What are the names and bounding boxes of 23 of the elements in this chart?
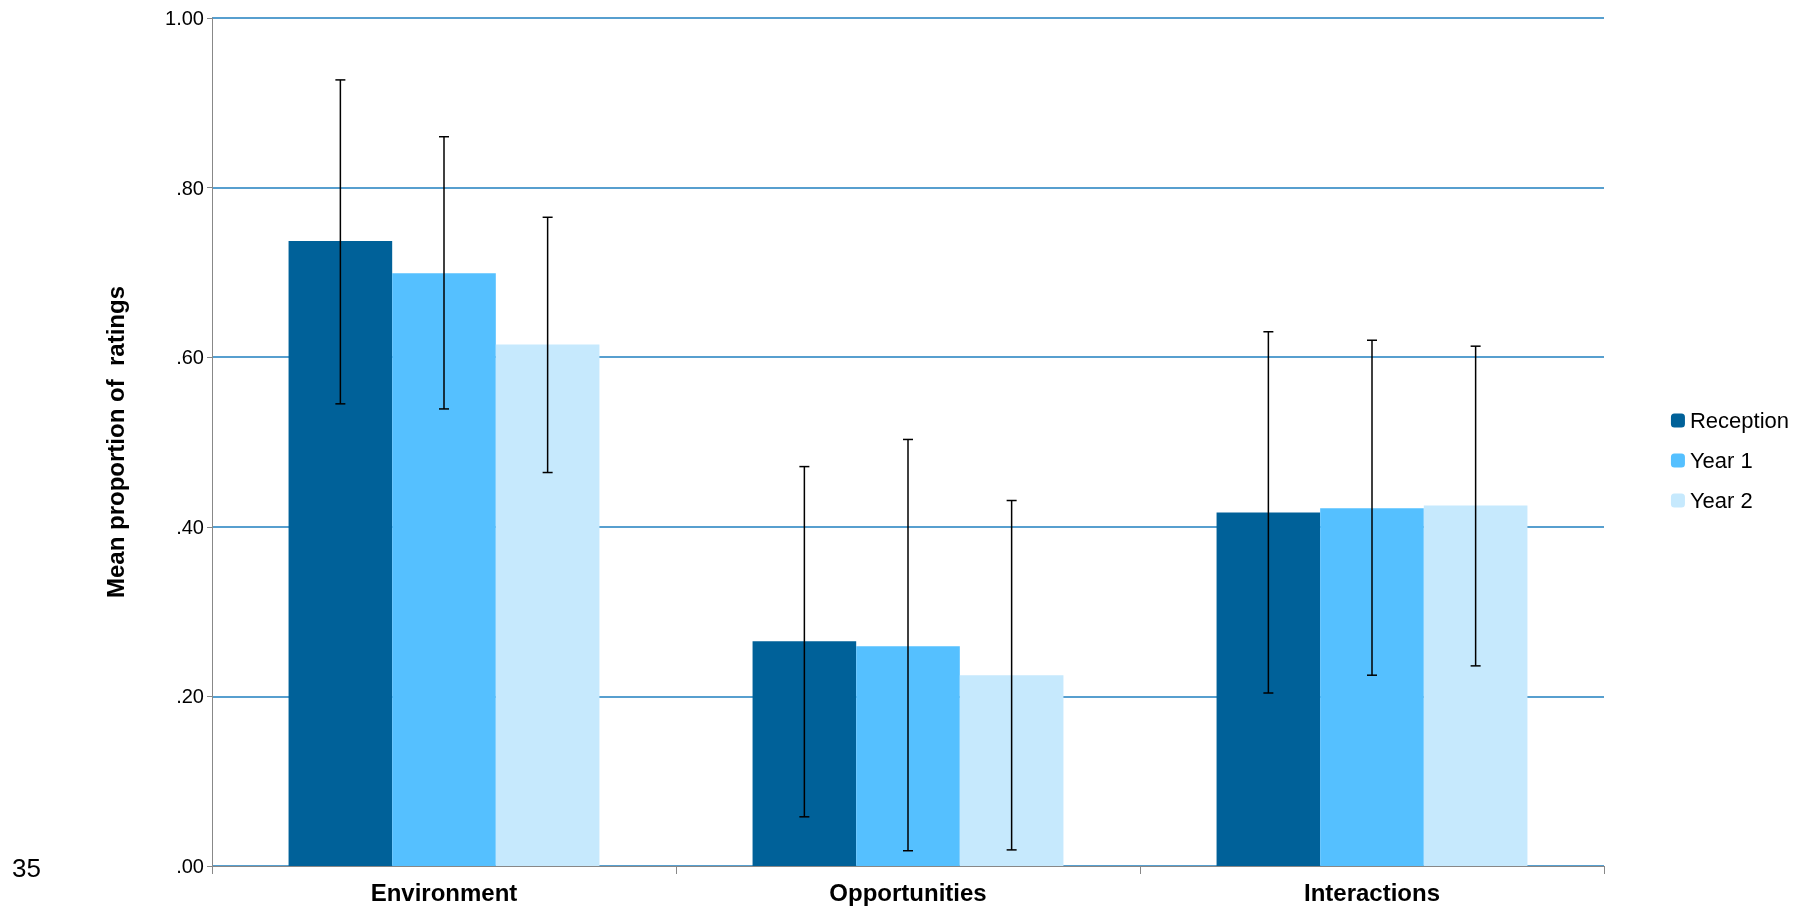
text: 35 bbox=[12, 853, 41, 883]
y-axis-title: Mean proportion of ratings bbox=[101, 286, 129, 598]
legend-label: Year 2 bbox=[1689, 488, 1753, 513]
bar bbox=[752, 641, 857, 866]
x-tick-label: Interactions bbox=[1303, 878, 1441, 906]
y-tick-label: .40 bbox=[176, 515, 204, 538]
y-tick-label: .80 bbox=[176, 176, 204, 199]
bar bbox=[959, 675, 1064, 866]
y-tick-label: .20 bbox=[176, 685, 204, 708]
bar bbox=[856, 646, 960, 866]
y-tick-label: .00 bbox=[176, 855, 204, 877]
y-tick-label: 1.00 bbox=[165, 7, 204, 29]
bar bbox=[1320, 508, 1424, 866]
x-tick-label: Environment bbox=[370, 878, 518, 906]
bar bbox=[495, 344, 600, 866]
legend-label: Year 1 bbox=[1689, 448, 1753, 473]
x-tick-label: Opportunities bbox=[829, 878, 987, 906]
bar bbox=[392, 273, 496, 866]
bar bbox=[1216, 512, 1321, 866]
bar bbox=[1423, 505, 1528, 866]
y-tick-label: .60 bbox=[176, 346, 204, 369]
legend-label: Reception bbox=[1689, 408, 1790, 433]
bar bbox=[288, 241, 393, 866]
